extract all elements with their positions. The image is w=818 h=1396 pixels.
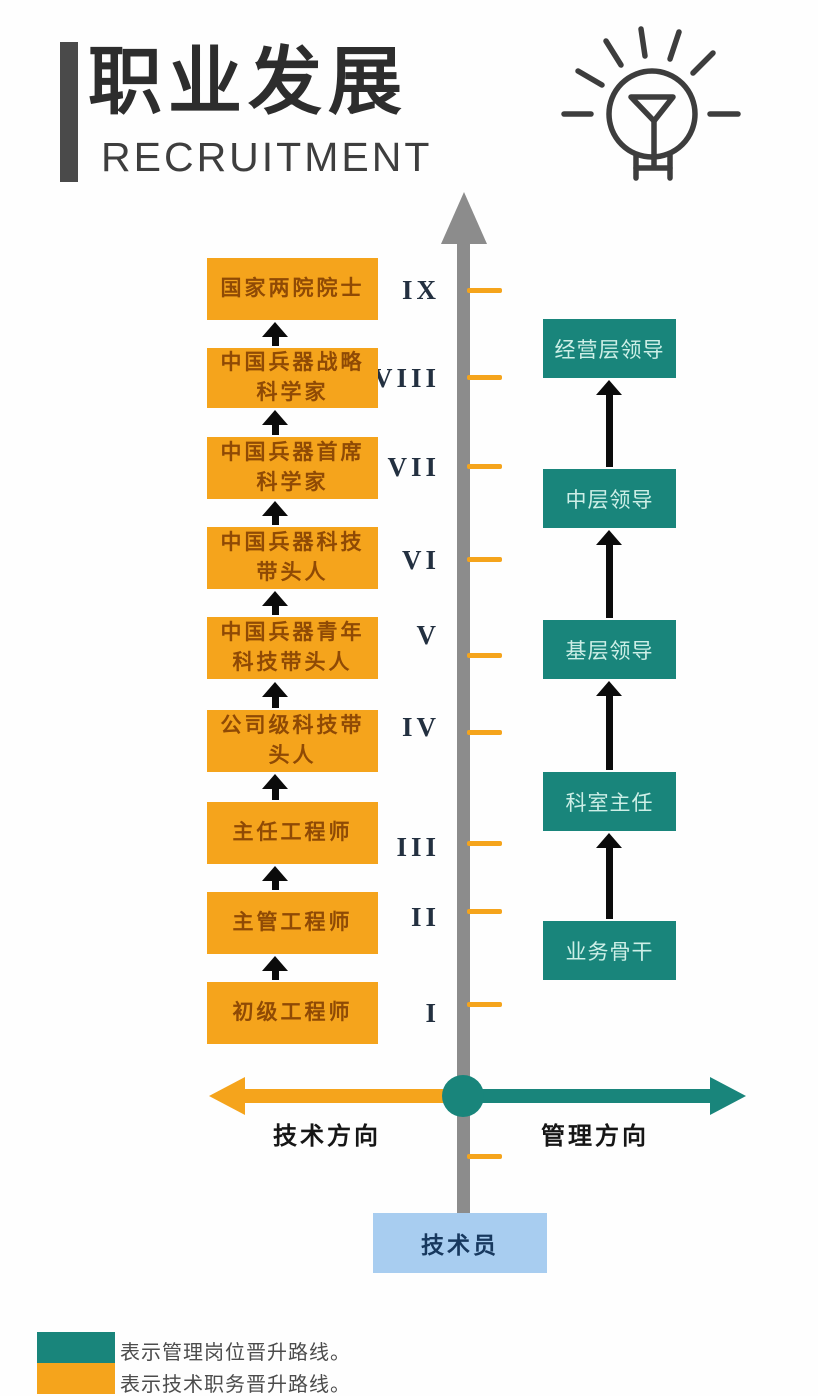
mgmt-path-box: 中层领导 — [543, 469, 676, 528]
lightbulb-icon — [561, 26, 741, 181]
mgmt-path-box: 经营层领导 — [543, 319, 676, 378]
axis-tick — [467, 909, 502, 914]
page-subtitle: RECRUITMENT — [101, 134, 433, 180]
up-arrow-icon — [262, 866, 288, 890]
tech-direction-label: 技术方向 — [273, 1123, 381, 1150]
level-numeral: VII — [387, 452, 440, 482]
tech-path-box: 中国兵器首席科学家 — [207, 437, 378, 499]
up-arrow-icon — [262, 591, 288, 615]
legend-label-tech: 表示技术职务晋升路线。 — [120, 1374, 351, 1396]
up-arrow-icon — [262, 956, 288, 980]
axis-tick — [467, 730, 502, 735]
title-accent-bar — [60, 42, 78, 182]
tech-path-box: 国家两院院士 — [207, 258, 378, 320]
axis-tick — [467, 653, 502, 658]
base-position-box: 技术员 — [373, 1213, 547, 1273]
axis-tick — [467, 1002, 502, 1007]
tech-path-box: 中国兵器科技带头人 — [207, 527, 378, 589]
axis-tick — [467, 375, 502, 380]
mgmt-direction-arrowhead — [710, 1077, 746, 1115]
level-numeral: V — [416, 620, 440, 650]
tech-path-box: 中国兵器战略科学家 — [207, 348, 378, 408]
legend-label-mgmt: 表示管理岗位晋升路线。 — [120, 1342, 351, 1364]
tech-path-box: 主任工程师 — [207, 802, 378, 864]
up-arrow-icon — [596, 681, 622, 770]
up-arrow-icon — [262, 501, 288, 525]
tech-path-box: 公司级科技带头人 — [207, 710, 378, 772]
tech-path-box: 主管工程师 — [207, 892, 378, 954]
axis-tick — [467, 841, 502, 846]
legend-swatch-mgmt — [37, 1332, 115, 1363]
tech-path-box: 初级工程师 — [207, 982, 378, 1044]
tech-path-box: 中国兵器青年科技带头人 — [207, 617, 378, 679]
up-arrow-icon — [596, 380, 622, 467]
mgmt-path-box: 基层领导 — [543, 620, 676, 679]
axis-tick — [467, 1154, 502, 1159]
axis-origin-dot — [442, 1075, 484, 1117]
vertical-axis — [457, 238, 470, 1213]
level-numeral: II — [410, 902, 440, 932]
up-arrow-icon — [262, 682, 288, 708]
axis-tick — [467, 288, 502, 293]
up-arrow-icon — [262, 322, 288, 346]
tech-direction-arrowhead — [209, 1077, 245, 1115]
axis-arrowhead — [441, 192, 487, 244]
axis-tick — [467, 464, 502, 469]
level-numeral: IX — [401, 275, 440, 305]
level-numeral: VIII — [372, 363, 440, 393]
level-numeral: IV — [401, 712, 440, 742]
page-title: 职业发展 — [88, 40, 408, 123]
up-arrow-icon — [262, 774, 288, 800]
level-numeral: I — [425, 998, 440, 1028]
legend-swatch-tech — [37, 1363, 115, 1394]
level-numeral: III — [396, 832, 440, 862]
level-numeral: VI — [401, 545, 440, 575]
up-arrow-icon — [262, 410, 288, 435]
axis-tick — [467, 557, 502, 562]
tech-direction-arrow — [243, 1089, 462, 1103]
mgmt-path-box: 科室主任 — [543, 772, 676, 831]
up-arrow-icon — [596, 530, 622, 618]
mgmt-direction-label: 管理方向 — [541, 1123, 649, 1150]
mgmt-direction-arrow — [464, 1089, 712, 1103]
up-arrow-icon — [596, 833, 622, 919]
mgmt-path-box: 业务骨干 — [543, 921, 676, 980]
